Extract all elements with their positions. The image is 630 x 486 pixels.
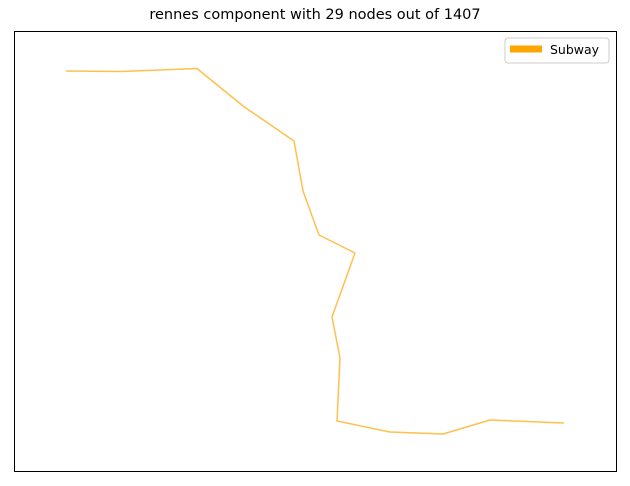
legend: Subway: [504, 37, 610, 64]
series-layer: [65, 67, 565, 435]
chart-title: rennes component with 29 nodes out of 14…: [149, 7, 481, 23]
legend-label-subway: Subway: [550, 42, 600, 57]
plot-area-frame: [14, 31, 617, 472]
legend-box: [504, 37, 610, 64]
series-line-subway: [65, 67, 565, 435]
